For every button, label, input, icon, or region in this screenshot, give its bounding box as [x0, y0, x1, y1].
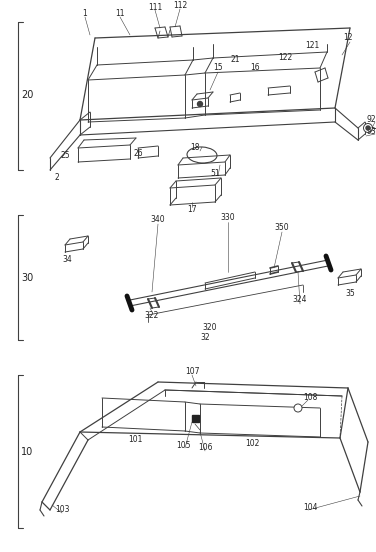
- Text: 101: 101: [128, 436, 142, 444]
- Text: 17: 17: [187, 205, 197, 215]
- Text: 106: 106: [198, 443, 212, 453]
- Text: 30: 30: [21, 273, 33, 283]
- Text: 18: 18: [190, 144, 200, 152]
- Text: 107: 107: [185, 368, 199, 376]
- Text: 92: 92: [366, 115, 376, 125]
- Text: 93: 93: [366, 128, 376, 136]
- Circle shape: [364, 124, 373, 132]
- Text: 122: 122: [278, 54, 292, 62]
- Text: 34: 34: [62, 256, 72, 264]
- Text: 121: 121: [305, 41, 319, 50]
- Text: 111: 111: [148, 3, 162, 12]
- Text: 35: 35: [345, 289, 355, 299]
- Text: 108: 108: [303, 392, 317, 401]
- Text: 104: 104: [303, 502, 317, 512]
- Circle shape: [366, 126, 370, 130]
- Text: 20: 20: [21, 90, 33, 100]
- Text: 11: 11: [115, 9, 125, 19]
- Text: 2: 2: [55, 173, 59, 183]
- Text: 26: 26: [133, 150, 143, 158]
- Text: 105: 105: [176, 440, 190, 449]
- Text: 10: 10: [21, 447, 33, 457]
- Text: 112: 112: [173, 2, 187, 10]
- Circle shape: [294, 404, 302, 412]
- Text: 12: 12: [343, 34, 353, 43]
- Text: 32: 32: [200, 333, 210, 342]
- Text: 1: 1: [83, 9, 87, 19]
- Text: 320: 320: [203, 322, 217, 332]
- Text: 21: 21: [230, 56, 240, 65]
- Text: 25: 25: [60, 151, 70, 160]
- Text: 51: 51: [210, 168, 220, 178]
- Text: 322: 322: [145, 311, 159, 321]
- Text: 340: 340: [151, 215, 165, 225]
- Text: 103: 103: [55, 506, 69, 514]
- Bar: [192, 415, 199, 422]
- Text: 324: 324: [293, 295, 307, 305]
- Circle shape: [197, 102, 203, 107]
- Text: 330: 330: [221, 214, 235, 222]
- Text: 102: 102: [245, 438, 259, 448]
- Text: 16: 16: [250, 63, 260, 72]
- Text: 15: 15: [213, 63, 223, 72]
- Text: 350: 350: [275, 224, 289, 232]
